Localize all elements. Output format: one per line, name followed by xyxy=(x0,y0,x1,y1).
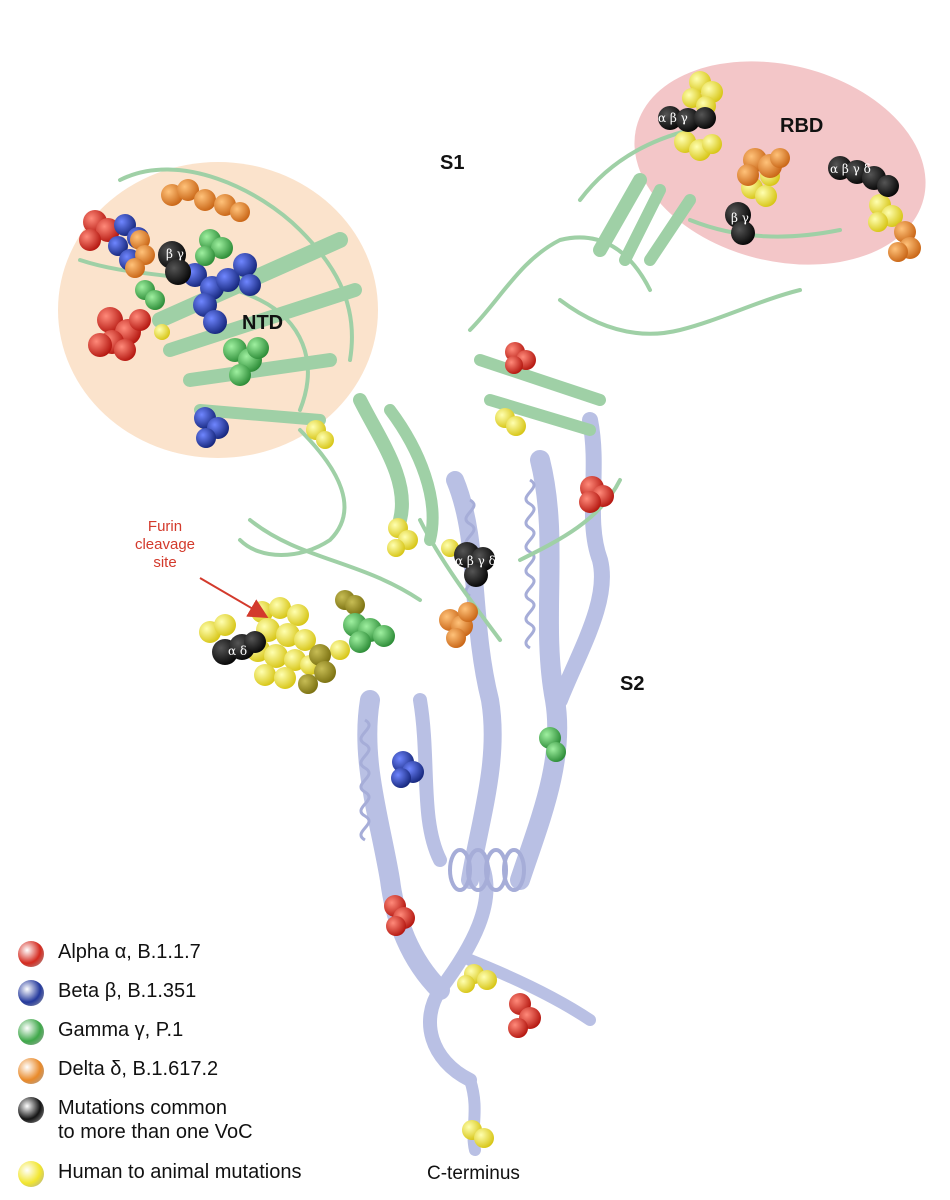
legend-swatch-beta xyxy=(18,980,44,1006)
legend-item-beta: Beta β, B.1.351 xyxy=(18,979,196,1006)
rbd-black-top-cluster: α β γ xyxy=(658,106,716,132)
s2-helix-rings xyxy=(448,848,526,892)
legend-label-alpha: Alpha α, B.1.1.7 xyxy=(58,941,201,963)
human-animal-spheres-ntd xyxy=(154,324,334,449)
center-black-label: α β γ δ xyxy=(455,554,496,568)
furin-arrow xyxy=(199,577,269,619)
furin-black-label: α δ xyxy=(228,644,247,658)
legend-item-delta: Delta δ, B.1.617.2 xyxy=(18,1057,218,1084)
s1-ribbon xyxy=(78,128,842,642)
rbd-black-right-label: α β γ δ xyxy=(830,162,871,176)
c-terminus-label: C-terminus xyxy=(427,1163,520,1184)
s2-helix-coils xyxy=(359,478,536,842)
olive-spheres-center xyxy=(335,590,365,615)
legend-label-human-animal: Human to animal mutations xyxy=(58,1161,302,1183)
legend-label-gamma: Gamma γ, P.1 xyxy=(58,1019,184,1041)
legend-swatch-gamma xyxy=(18,1019,44,1045)
legend-item-alpha: Alpha α, B.1.1.7 xyxy=(18,940,201,967)
beta-spheres-center xyxy=(391,751,424,788)
rbd-black-right-cluster: α β γ δ xyxy=(828,156,899,197)
legend-swatch-alpha xyxy=(18,941,44,967)
legend-swatch-human-animal xyxy=(18,1161,44,1187)
legend-item-common-voc: Mutations common to more than one VoC xyxy=(18,1096,253,1144)
rbd-label: RBD xyxy=(780,115,824,137)
s2-label: S2 xyxy=(620,673,645,695)
rbd-black-top-label: α β γ xyxy=(658,111,688,125)
center-mutations: α β γ δ xyxy=(335,342,614,1148)
legend-swatch-common-voc xyxy=(18,1097,44,1123)
center-black-cluster: α β γ δ xyxy=(454,542,496,587)
rbd-mutations: α β γ α β γ δ β γ xyxy=(658,71,921,262)
beta-spheres-ntd xyxy=(108,214,261,448)
ntd-mutations: β γ xyxy=(79,179,334,449)
legend-label-beta: Beta β, B.1.351 xyxy=(58,980,197,1002)
legend-label-common-voc: Mutations common to more than one VoC xyxy=(58,1097,253,1143)
legend-label-delta: Delta δ, B.1.617.2 xyxy=(58,1058,219,1080)
rbd-black-mid-cluster: β γ xyxy=(725,202,755,245)
rbd-black-mid-label: β γ xyxy=(731,211,749,225)
furin-site-cluster: α δ xyxy=(199,597,350,694)
ntd-label: NTD xyxy=(242,312,284,334)
s1-label: S1 xyxy=(440,152,465,174)
legend-item-gamma: Gamma γ, P.1 xyxy=(18,1018,183,1045)
alpha-spheres-ntd-left xyxy=(79,210,151,361)
delta-spheres-ntd xyxy=(125,179,250,278)
legend-swatch-delta xyxy=(18,1058,44,1084)
delta-spheres-rbd xyxy=(737,148,921,262)
gamma-spheres-ntd xyxy=(135,229,269,386)
human-animal-spheres-center xyxy=(387,408,526,1148)
ntd-black-label: β γ xyxy=(166,247,184,261)
gamma-spheres-center xyxy=(343,613,566,762)
ntd-black-cluster: β γ xyxy=(158,241,191,285)
furin-cleavage-label: Furin cleavage site xyxy=(134,518,196,571)
legend-item-human-animal: Human to animal mutations xyxy=(18,1160,301,1187)
delta-spheres-center xyxy=(439,602,478,648)
alpha-spheres-center xyxy=(384,342,614,1038)
